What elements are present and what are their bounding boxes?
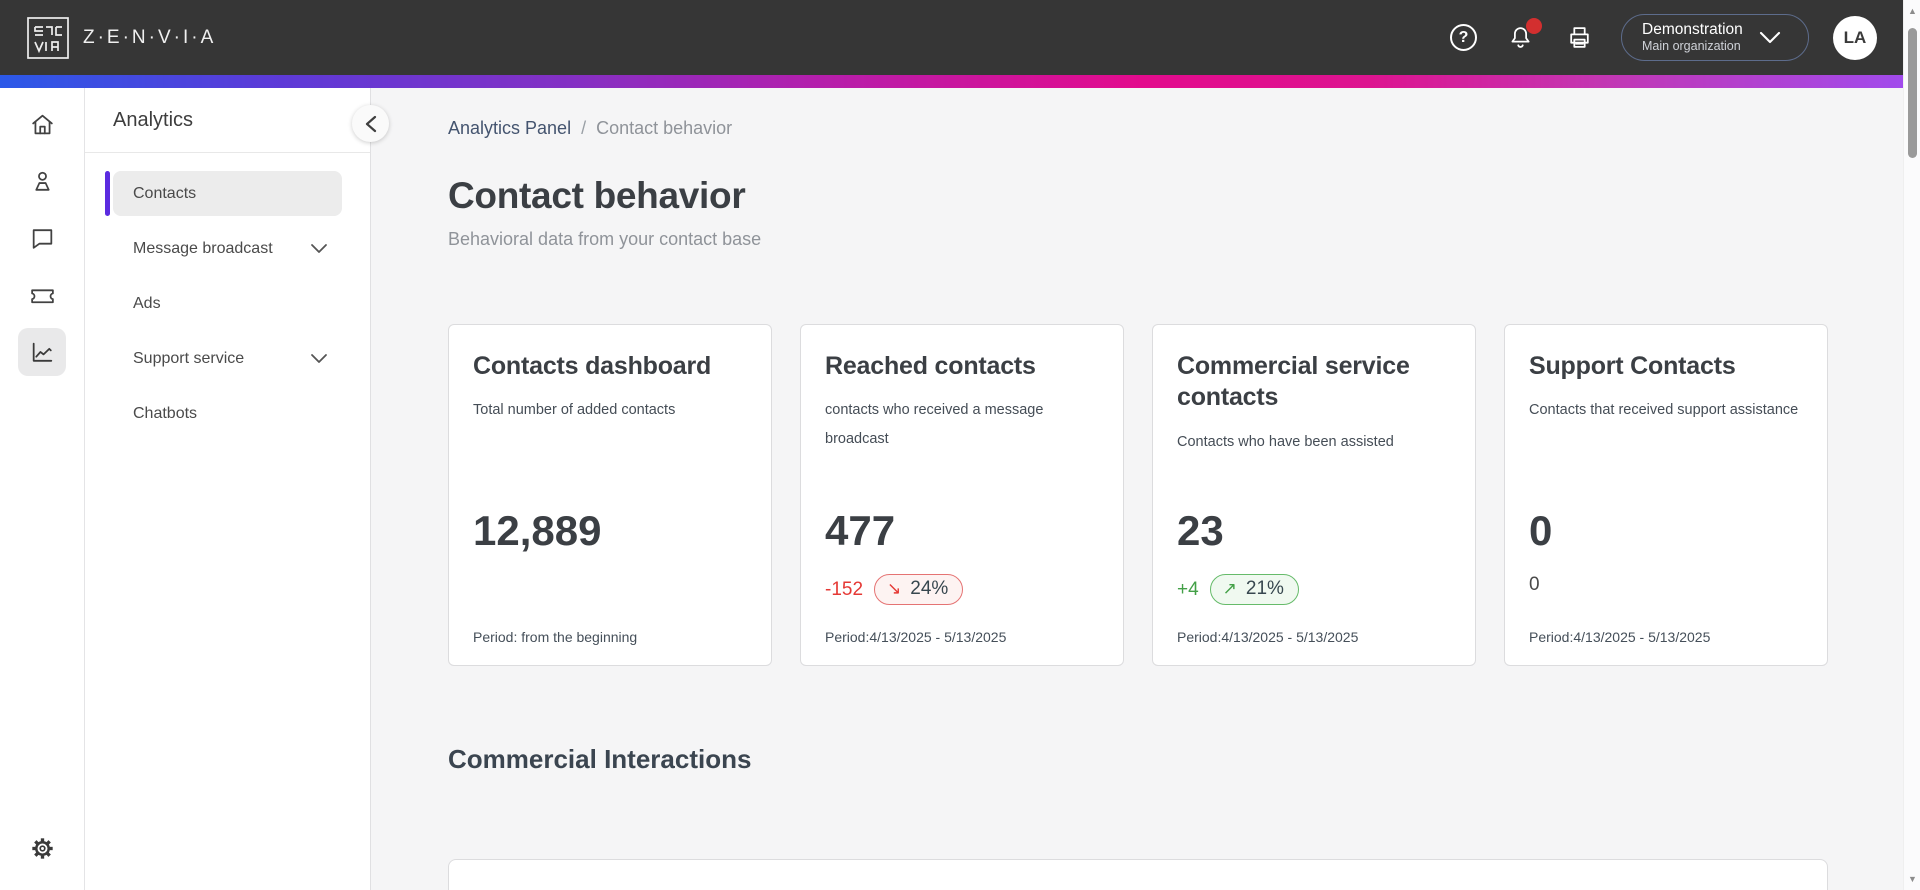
trend-down-icon: ↘ xyxy=(887,579,902,598)
rail-item-settings[interactable] xyxy=(18,824,66,872)
chat-icon xyxy=(32,228,52,249)
zenvia-logo-text: Z·E·N·V·I·A xyxy=(83,26,217,48)
notification-dot xyxy=(1526,18,1542,34)
chevron-down-icon xyxy=(311,244,327,253)
sidebar-title: Analytics xyxy=(85,88,370,153)
trend-badge: ↘ 24% xyxy=(874,574,964,605)
analytics-sidebar: Analytics Contacts Message broadcast Ads… xyxy=(85,88,371,890)
rail-item-analytics[interactable] xyxy=(18,328,66,376)
gear-icon xyxy=(31,837,53,859)
card-support-contacts: Support Contacts Contacts that received … xyxy=(1504,324,1828,666)
card-value: 477 xyxy=(825,507,896,554)
page-scrollbar[interactable]: ▲ ▼ xyxy=(1903,0,1920,890)
sidebar-item-label: Ads xyxy=(133,294,161,312)
app-header: Z·E·N·V·I·A ? Demonstration Main orga xyxy=(0,0,1903,75)
organization-switcher[interactable]: Demonstration Main organization xyxy=(1621,14,1809,61)
bell-icon xyxy=(1511,27,1530,48)
icon-rail xyxy=(0,88,85,890)
card-title: Contacts dashboard xyxy=(473,352,712,380)
rail-item-campaigns[interactable] xyxy=(18,271,66,319)
brand-gradient-bar xyxy=(0,75,1903,88)
section-title-commercial-interactions: Commercial Interactions xyxy=(448,744,752,774)
delta-value: +4 xyxy=(1177,578,1199,600)
card-delta-row: 0 xyxy=(1529,574,1540,596)
trend-up-icon: ↗ xyxy=(1222,579,1237,598)
breadcrumb-analytics-panel[interactable]: Analytics Panel xyxy=(448,118,572,138)
main-content: Analytics Panel / Contact behavior Conta… xyxy=(372,88,1903,890)
card-delta-row: +4 ↗ 21% xyxy=(1177,574,1299,605)
card-value: 12,889 xyxy=(473,507,602,554)
print-button[interactable] xyxy=(1566,24,1593,51)
avatar-initials: LA xyxy=(1843,27,1867,47)
chevron-down-icon xyxy=(311,354,327,363)
card-period: Period:4/13/2025 - 5/13/2025 xyxy=(1529,629,1711,645)
card-reached-contacts: Reached contacts contacts who received a… xyxy=(800,324,1124,666)
ticket-icon xyxy=(30,288,54,303)
rail-item-home[interactable] xyxy=(18,100,66,148)
breadcrumb-current: Contact behavior xyxy=(596,118,733,138)
sidebar-item-label: Message broadcast xyxy=(133,239,273,257)
chevron-left-icon xyxy=(365,115,376,132)
scroll-up-icon[interactable]: ▲ xyxy=(1908,6,1917,16)
card-description: Total number of added contacts xyxy=(473,402,676,419)
sidebar-item-label: Contacts xyxy=(133,184,197,202)
sidebar-collapse-button[interactable] xyxy=(352,105,389,142)
scrollbar-thumb[interactable] xyxy=(1908,28,1917,158)
card-description: contacts who received a message broadcas… xyxy=(825,402,1044,448)
card-value: 0 xyxy=(1529,507,1553,554)
home-icon xyxy=(31,114,53,134)
card-period: Period:4/13/2025 - 5/13/2025 xyxy=(1177,629,1359,645)
card-contacts-dashboard: Contacts dashboard Total number of added… xyxy=(448,324,772,666)
line-chart-icon xyxy=(32,342,52,362)
help-glyph: ? xyxy=(1458,28,1469,46)
zenvia-logo-icon xyxy=(27,16,69,59)
page-title: Contact behavior xyxy=(448,175,746,216)
card-value: 23 xyxy=(1177,507,1224,554)
trend-percent: 21% xyxy=(1245,578,1284,599)
trend-badge: ↗ 21% xyxy=(1209,574,1299,605)
sidebar-item-message-broadcast[interactable]: Message broadcast xyxy=(113,226,342,271)
trend-percent: 24% xyxy=(910,578,949,599)
delta-value: 0 xyxy=(1529,574,1540,595)
breadcrumb: Analytics Panel / Contact behavior xyxy=(448,118,1903,139)
person-icon xyxy=(34,171,50,191)
card-commercial-service-contacts: Commercial service contacts Contacts who… xyxy=(1152,324,1476,666)
sidebar-item-label: Chatbots xyxy=(133,404,198,422)
card-title: Support Contacts xyxy=(1529,352,1736,380)
organization-subtitle: Main organization xyxy=(1642,39,1741,54)
rail-item-contacts[interactable] xyxy=(18,157,66,205)
sidebar-item-chatbots[interactable]: Chatbots xyxy=(113,391,342,436)
sidebar-item-contacts[interactable]: Contacts xyxy=(105,171,342,216)
help-icon[interactable]: ? xyxy=(1450,24,1477,51)
sidebar-item-support-service[interactable]: Support service xyxy=(113,336,342,381)
card-title: Reached contacts xyxy=(825,352,1036,380)
user-avatar[interactable]: LA xyxy=(1833,15,1877,60)
sidebar-item-ads[interactable]: Ads xyxy=(113,281,342,326)
printer-icon xyxy=(1570,27,1589,48)
card-description: Contacts who have been assisted xyxy=(1177,433,1394,450)
stat-cards-row: Contacts dashboard Total number of added… xyxy=(448,324,1903,666)
card-title: Commercial service contacts xyxy=(1177,352,1410,412)
chevron-down-icon xyxy=(1759,31,1781,44)
notifications-button[interactable] xyxy=(1507,18,1542,51)
organization-name: Demonstration xyxy=(1642,21,1743,38)
breadcrumb-separator: / xyxy=(581,118,587,138)
sidebar-item-label: Support service xyxy=(133,349,245,367)
card-delta-row: -152 ↘ 24% xyxy=(825,574,964,605)
card-period: Period: from the beginning xyxy=(473,629,638,645)
page-subtitle: Behavioral data from your contact base xyxy=(448,229,762,249)
commercial-interactions-panel xyxy=(448,859,1828,890)
card-description: Contacts that received support assistanc… xyxy=(1529,402,1799,419)
rail-item-conversations[interactable] xyxy=(18,214,66,262)
card-period: Period:4/13/2025 - 5/13/2025 xyxy=(825,629,1007,645)
scroll-down-icon[interactable]: ▼ xyxy=(1908,874,1917,884)
zenvia-logo[interactable]: Z·E·N·V·I·A xyxy=(26,16,216,60)
delta-value: -152 xyxy=(825,578,864,600)
